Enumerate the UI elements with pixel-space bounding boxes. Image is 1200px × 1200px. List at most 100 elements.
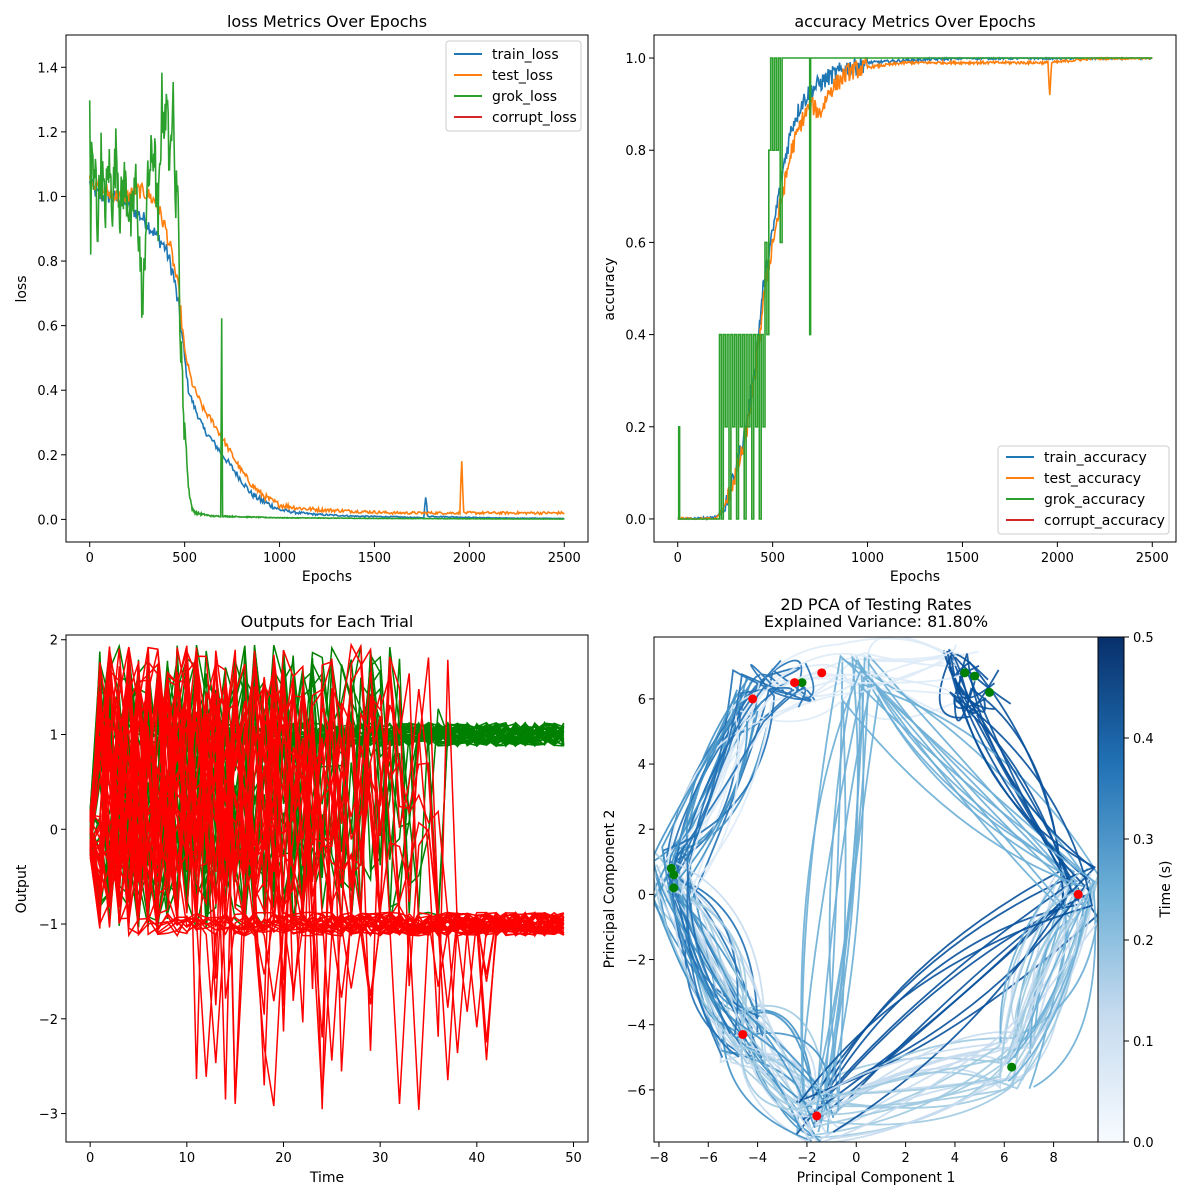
outputs-y-tick-label: 1	[50, 729, 58, 744]
trial-line	[89, 650, 565, 1110]
loss-x-tick-label: 500	[172, 551, 197, 566]
accuracy-chart-title: accuracy Metrics Over Epochs	[794, 12, 1035, 31]
pca-x-tick-label: 8	[1049, 1151, 1057, 1166]
pca-trajectory	[832, 681, 1072, 1133]
outputs-x-tick-label: 40	[469, 1151, 486, 1166]
outputs-y-tick-label: −2	[39, 1013, 58, 1028]
colorbar-tick-label: 0.0	[1133, 1136, 1154, 1151]
pca-trajectory	[659, 856, 1058, 1131]
accuracy-y-axis-label: accuracy	[602, 257, 618, 320]
pca-start-marker	[960, 668, 970, 678]
pca-end-marker	[748, 694, 758, 704]
loss-x-tick-label: 2000	[453, 551, 486, 566]
pca-trajectory	[666, 721, 816, 1101]
outputs-x-tick-label: 30	[372, 1151, 389, 1166]
accuracy-x-axis-label: Epochs	[890, 569, 940, 585]
colorbar-label: Time (s)	[1158, 861, 1174, 919]
trial-line	[89, 673, 565, 1081]
loss-y-tick-label: 0.4	[37, 384, 58, 399]
accuracy-legend-grok: grok_accuracy	[1044, 492, 1145, 508]
outputs-x-tick-label: 50	[565, 1151, 582, 1166]
accuracy-legend-box	[997, 445, 1170, 535]
colorbar-tick-label: 0.5	[1133, 631, 1154, 646]
outputs-y-tick-label: 2	[50, 634, 58, 649]
pca-trajectory	[814, 682, 1096, 1117]
pca-trajectory	[654, 698, 813, 1109]
accuracy-x-tick-label: 2500	[1136, 551, 1169, 566]
pca-start-marker	[984, 687, 994, 697]
trial-line	[89, 643, 565, 936]
outputs-y-tick-label: 0	[50, 823, 58, 838]
loss-x-ticks: 0 500 1000 1500 2000 2500	[86, 542, 581, 566]
outputs-x-ticks: 0 10 20 30 40 50	[86, 1142, 582, 1166]
accuracy-y-tick-label: 1.0	[625, 52, 646, 67]
accuracy-chart: accuracy Metrics Over Epochs 0 500 1000 150…	[602, 12, 1177, 585]
loss-legend-grok: grok_loss	[492, 89, 557, 105]
accuracy-y-tick-label: 0.0	[625, 513, 646, 528]
pca-y-tick-label: −2	[627, 954, 646, 969]
pca-y-tick-label: 0	[638, 888, 646, 903]
pca-trajectory	[661, 689, 829, 1112]
pca-start-marker	[669, 883, 679, 893]
pca-trajectory	[692, 674, 961, 883]
pca-x-axis-label: Principal Component 1	[797, 1170, 956, 1186]
trial-line	[89, 706, 565, 938]
pca-x-tick-label: 6	[1000, 1151, 1008, 1166]
pca-trajectory	[666, 666, 801, 1033]
loss-y-tick-label: 0.8	[37, 255, 58, 270]
loss-axes-frame	[65, 34, 589, 543]
outputs-x-tick-label: 10	[179, 1151, 196, 1166]
colorbar-tick-label: 0.1	[1133, 1035, 1154, 1050]
accuracy-axes-frame	[653, 34, 1177, 543]
loss-legend-test: test_loss	[492, 68, 553, 84]
pca-plot-area	[654, 637, 1098, 1142]
pca-end-marker	[790, 678, 800, 688]
pca-trajectory	[818, 654, 1067, 1124]
pca-end-marker	[738, 1029, 748, 1039]
pca-x-tick-label: −6	[699, 1151, 718, 1166]
accuracy-x-tick-label: 0	[674, 551, 682, 566]
loss-y-tick-label: 0.6	[37, 320, 58, 335]
accuracy-x-ticks: 0 500 1000 1500 2000 2500	[674, 542, 1169, 566]
pca-start-marker	[797, 678, 807, 688]
accuracy-plot-area	[677, 56, 1153, 521]
pca-end-marker	[812, 1111, 822, 1121]
pca-x-tick-label: −2	[797, 1151, 816, 1166]
outputs-x-tick-label: 20	[275, 1151, 292, 1166]
pca-end-marker	[817, 668, 827, 678]
accuracy-legend-corrupt: corrupt_accuracy	[1044, 513, 1165, 529]
outputs-chart: Outputs for Each Trial 0 10 20 30 40 50 −3−2−…	[14, 612, 589, 1186]
pca-start-marker	[970, 671, 980, 681]
accuracy-legend-test: test_accuracy	[1044, 471, 1141, 487]
loss-x-tick-label: 0	[86, 551, 94, 566]
pca-trajectory	[816, 676, 1069, 1098]
pca-chart: 2D PCA of Testing Rates Explained Varian…	[602, 595, 1174, 1186]
loss-y-tick-label: 1.0	[37, 190, 58, 205]
loss-x-axis-label: Epochs	[302, 569, 352, 585]
accuracy-x-tick-label: 1500	[946, 551, 979, 566]
colorbar-tick-label: 0.3	[1133, 833, 1154, 848]
pca-y-tick-label: 6	[638, 693, 646, 708]
outputs-axes-frame	[65, 634, 589, 1143]
pca-x-tick-label: −8	[649, 1151, 668, 1166]
colorbar: 0.0 0.1 0.2 0.3 0.4 0.5 Time (s)	[1097, 631, 1174, 1151]
outputs-x-axis-label: Time	[309, 1170, 344, 1186]
accuracy-x-tick-label: 500	[760, 551, 785, 566]
outputs-y-ticks: −3 −2 −1 0 1 2	[39, 634, 66, 1123]
pca-chart-subtitle: Explained Variance: 81.80%	[764, 612, 988, 631]
trial-line	[89, 647, 565, 1012]
accuracy-legend-train: train_accuracy	[1044, 450, 1147, 466]
series-line-train-loss	[88, 179, 565, 520]
outputs-plot-area	[89, 642, 565, 1110]
accuracy-y-tick-label: 0.2	[625, 421, 646, 436]
pca-trajectory	[837, 698, 1093, 1111]
loss-chart-title: loss Metrics Over Epochs	[227, 12, 427, 31]
trial-line	[89, 648, 565, 936]
pca-trajectory	[674, 888, 1098, 1140]
loss-legend-box	[445, 40, 582, 132]
accuracy-y-tick-label: 0.4	[625, 329, 646, 344]
pca-y-tick-label: −6	[627, 1084, 646, 1099]
outputs-chart-title: Outputs for Each Trial	[241, 612, 414, 631]
series-line-grok-accuracy	[677, 57, 1153, 520]
